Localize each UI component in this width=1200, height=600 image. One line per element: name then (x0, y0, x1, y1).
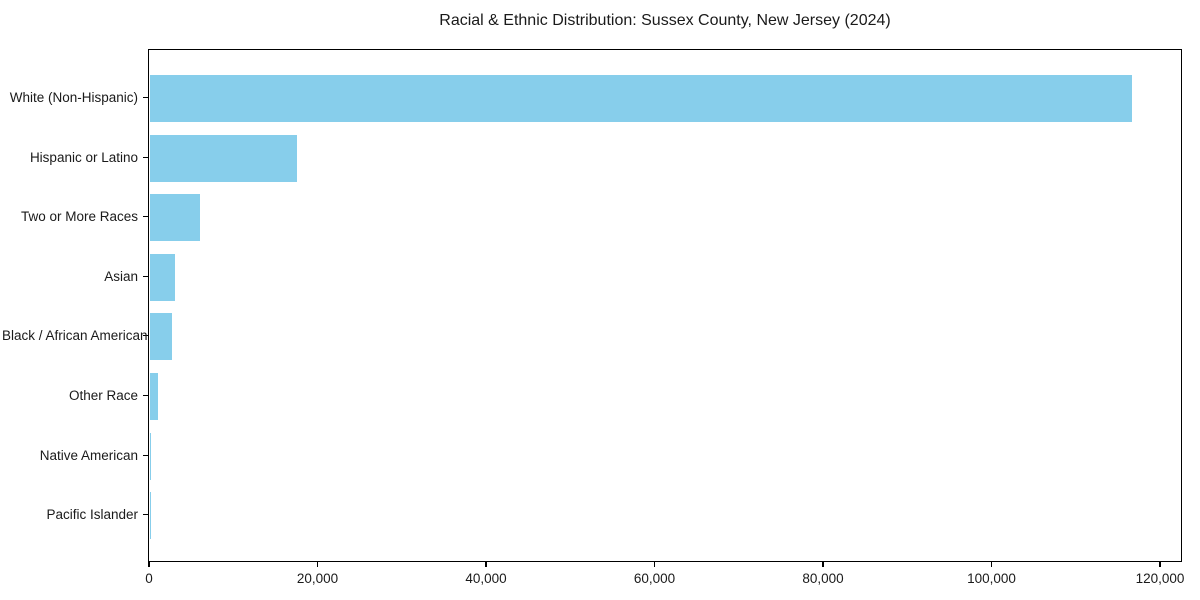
x-axis-tick (653, 562, 656, 567)
x-axis-tick-label: 0 (145, 571, 153, 586)
bar-hispanic-or-latino (150, 134, 297, 182)
y-axis-tick (143, 275, 148, 277)
y-axis-tick-label: White (Non-Hispanic) (9, 90, 138, 105)
y-axis-tick-label: Hispanic or Latino (29, 149, 138, 165)
x-axis-tick (822, 562, 824, 567)
y-axis-tick (143, 96, 148, 99)
bar-asian (150, 253, 175, 301)
y-axis-tick-label: Black / African American (2, 328, 148, 344)
y-axis-tick (143, 216, 148, 218)
x-axis-tick-label: 20,000 (296, 571, 339, 586)
bar-native-american (150, 432, 152, 480)
x-axis-tick-label: 80,000 (802, 571, 844, 586)
y-axis-tick-label: Asian (104, 268, 138, 284)
bar-black-african-american (150, 313, 173, 361)
bar-white-non-hispanic (150, 75, 1132, 122)
x-axis-tick (316, 562, 319, 567)
x-axis-tick-label: 100,000 (967, 571, 1016, 586)
x-axis-tick-label: 120,000 (1135, 571, 1185, 586)
x-axis-tick-label: 60,000 (633, 571, 676, 586)
y-axis-tick-label: Two or More Races (20, 209, 138, 225)
y-axis-tick-label: Pacific Islander (46, 507, 138, 523)
x-axis-tick (1159, 562, 1161, 567)
x-axis-tick (485, 562, 487, 567)
bar-other-race (150, 373, 159, 420)
bar-two-or-more-races (150, 194, 200, 242)
y-axis-tick-label: Native American (39, 447, 138, 463)
y-axis-tick (143, 394, 148, 397)
x-axis-tick-label: 40,000 (465, 571, 507, 586)
y-axis-tick-label: Other Race (68, 388, 138, 403)
y-axis-tick (143, 514, 148, 516)
chart-title: Racial & Ethnic Distribution: Sussex Cou… (439, 12, 891, 29)
y-axis-tick (143, 454, 148, 456)
x-axis-tick (148, 562, 150, 567)
y-axis-tick (143, 335, 148, 337)
y-axis-tick (143, 156, 148, 158)
x-axis-tick (990, 562, 993, 567)
plot-area (148, 49, 1182, 562)
